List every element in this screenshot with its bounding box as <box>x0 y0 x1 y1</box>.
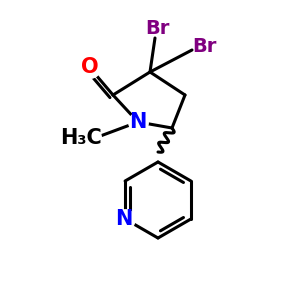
Text: N: N <box>116 209 133 229</box>
Text: Br: Br <box>192 37 216 56</box>
Text: Br: Br <box>145 19 169 38</box>
Text: O: O <box>81 57 99 77</box>
Text: H₃C: H₃C <box>60 128 102 148</box>
Text: N: N <box>129 112 147 132</box>
